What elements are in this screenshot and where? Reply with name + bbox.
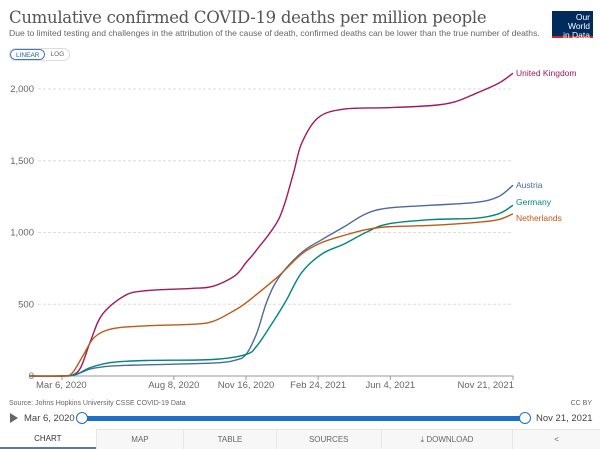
tab-table[interactable]: TABLE — [183, 430, 275, 449]
y-tick-label: 500 — [18, 299, 34, 310]
timeline-start-label: Mar 6, 2020 — [24, 413, 75, 424]
tab-download[interactable]: ⤓ DOWNLOAD — [380, 430, 512, 449]
timeline-start-handle[interactable] — [76, 412, 88, 424]
tab-chart[interactable]: CHART — [0, 429, 96, 449]
series-line-netherlands — [30, 213, 514, 377]
download-icon: ⤓ — [420, 435, 427, 444]
license-link[interactable]: CC BY — [570, 400, 592, 407]
chart-title: Cumulative confirmed COVID-19 deaths per… — [9, 8, 487, 27]
play-icon[interactable] — [10, 413, 18, 423]
series-label: Austria — [516, 180, 543, 190]
x-tick-label: Mar 6, 2020 — [36, 380, 87, 391]
timeline-end-handle[interactable] — [519, 412, 531, 424]
y-tick-label: 1,000 — [10, 228, 34, 239]
x-tick-label: Aug 8, 2020 — [148, 380, 199, 391]
tab-download-label: DOWNLOAD — [426, 435, 474, 444]
tab-bar: CHART MAP TABLE SOURCES ⤓ DOWNLOAD < — [0, 429, 600, 449]
timeline-slider[interactable] — [80, 416, 525, 421]
linear-button[interactable]: LINEAR — [10, 49, 46, 60]
x-tick-label: Nov 21, 2021 — [457, 380, 514, 391]
y-tick-label: 1,500 — [10, 156, 34, 167]
tab-map[interactable]: MAP — [95, 430, 184, 449]
timeline-end-label: Nov 21, 2021 — [536, 413, 593, 424]
series-line-austria — [30, 184, 514, 377]
owid-logo[interactable]: Our World in Data — [552, 11, 593, 40]
series-line-germany — [30, 204, 514, 377]
source-note[interactable]: Source: Johns Hopkins University CSSE CO… — [9, 400, 186, 407]
x-tick-label: Feb 24, 2021 — [290, 380, 346, 391]
series-label: Netherlands — [516, 213, 562, 223]
x-tick-label: Nov 16, 2020 — [218, 380, 275, 391]
series-label: Germany — [516, 197, 552, 207]
share-icon: < — [554, 435, 559, 444]
tab-sources[interactable]: SOURCES — [275, 430, 381, 449]
chart-subtitle: Due to limited testing and challenges in… — [9, 28, 540, 38]
tab-share[interactable]: < — [512, 430, 600, 449]
log-button[interactable]: LOG — [50, 51, 65, 58]
series-label: United Kingdom — [516, 68, 576, 78]
y-tick-label: 2,000 — [10, 84, 34, 95]
scale-toggle: LINEAR LOG — [9, 48, 71, 61]
x-tick-label: Jun 4, 2021 — [365, 380, 415, 391]
